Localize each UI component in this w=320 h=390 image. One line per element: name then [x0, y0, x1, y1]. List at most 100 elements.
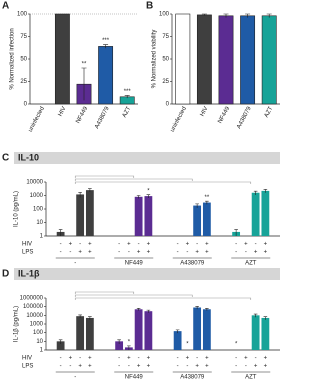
lps-condition: +	[264, 364, 268, 370]
bar	[193, 205, 202, 236]
error-bar	[263, 189, 268, 193]
hiv-condition: +	[264, 356, 268, 362]
bar	[202, 202, 211, 236]
bar	[56, 341, 65, 350]
lps-condition: -	[186, 250, 188, 256]
y-tick-label: 25	[20, 79, 27, 85]
bar	[144, 311, 153, 350]
hiv-condition: +	[127, 242, 131, 248]
y-tick-label: 0	[24, 102, 28, 108]
bar	[251, 192, 260, 236]
bar	[202, 309, 211, 350]
error-bar	[146, 194, 151, 199]
error-bar	[253, 313, 258, 318]
lps-condition: -	[177, 364, 179, 370]
significance: ***	[102, 38, 110, 44]
y-tick-label: 10	[36, 220, 43, 226]
lps-condition: -	[177, 250, 179, 256]
lps-condition: +	[195, 250, 199, 256]
y-tick-label: 100000	[23, 304, 44, 310]
lps-condition: +	[254, 364, 258, 370]
bar	[173, 331, 182, 350]
hiv-condition: +	[147, 242, 151, 248]
bar	[76, 316, 85, 350]
bar	[144, 196, 153, 236]
error-bar	[266, 13, 272, 18]
lps-condition: -	[235, 364, 237, 370]
hiv-condition: +	[147, 356, 151, 362]
lps-condition: +	[137, 250, 141, 256]
y-axis-label: % Normalized viability	[152, 30, 158, 89]
lps-condition: +	[147, 250, 151, 256]
comparison-bracket	[74, 181, 252, 184]
lps-condition: -	[128, 364, 130, 370]
error-bar	[58, 229, 63, 236]
hiv-condition: +	[88, 242, 92, 248]
panel-letter: A	[2, 1, 9, 12]
lps-condition: +	[78, 250, 82, 256]
group-label: AZT	[245, 375, 257, 381]
y-tick-label: 10000	[26, 313, 43, 319]
group-label: -	[74, 261, 76, 267]
hiv-condition: +	[127, 356, 131, 362]
error-bar	[195, 203, 199, 208]
lps-condition: -	[118, 364, 120, 370]
error-bar	[88, 188, 92, 193]
significance: *	[235, 342, 238, 348]
y-tick-label: 100	[17, 12, 28, 18]
y-tick-label: 100	[33, 330, 44, 336]
hiv-condition: +	[186, 356, 190, 362]
y-tick-label: 25	[162, 79, 169, 85]
significance: *	[128, 339, 131, 345]
hiv-condition: -	[235, 242, 237, 248]
bar	[193, 307, 202, 350]
lps-condition: -	[235, 250, 237, 256]
x-tick-label: HIV	[200, 106, 210, 118]
lps-condition: -	[60, 250, 62, 256]
significance: **	[82, 62, 87, 68]
hiv-condition: -	[118, 356, 120, 362]
x-tick-label: AZT	[264, 106, 275, 119]
lps-condition: +	[205, 250, 209, 256]
error-bar	[78, 314, 82, 318]
y-tick-label: 100	[159, 12, 170, 18]
group-label: AZT	[245, 261, 257, 267]
hiv-condition: -	[235, 356, 237, 362]
hiv-condition: -	[79, 242, 81, 248]
lps-condition: -	[69, 250, 71, 256]
error-bar	[146, 309, 151, 313]
error-bar	[245, 13, 251, 18]
lps-condition: -	[69, 364, 71, 370]
lps-condition: -	[186, 364, 188, 370]
hiv-condition: +	[88, 356, 92, 362]
y-tick-label: 50	[162, 57, 169, 63]
hiv-condition: -	[60, 242, 62, 248]
panel-title: IL-1β	[18, 268, 40, 278]
significance: *	[186, 342, 189, 348]
y-tick-label: 0	[166, 102, 170, 108]
hiv-condition: -	[79, 356, 81, 362]
bar	[85, 190, 94, 236]
hiv-condition: -	[118, 242, 120, 248]
lps-condition: -	[245, 364, 247, 370]
y-tick-label: 50	[20, 57, 27, 63]
y-tick-label: 75	[20, 34, 27, 40]
y-tick-label: 1	[40, 234, 44, 240]
hiv-condition: -	[177, 242, 179, 248]
x-tick-label: A438079	[236, 105, 253, 130]
group-label: NF449	[125, 261, 144, 267]
row-label: LPS	[22, 364, 33, 370]
y-tick-label: 100	[33, 207, 44, 213]
hiv-condition: +	[186, 242, 190, 248]
bar	[261, 317, 270, 350]
x-tick-label: uninfected	[170, 106, 188, 133]
y-tick-label: 1000	[30, 193, 44, 199]
y-axis-label: IL-10 (pg/mL)	[14, 191, 20, 227]
hiv-condition: -	[177, 356, 179, 362]
group-label: A438079	[180, 375, 205, 381]
panel-letter: B	[146, 1, 153, 12]
y-tick-label: 1	[40, 348, 44, 354]
bar	[218, 15, 234, 105]
bar	[196, 14, 212, 105]
panel-letter: D	[2, 269, 9, 280]
